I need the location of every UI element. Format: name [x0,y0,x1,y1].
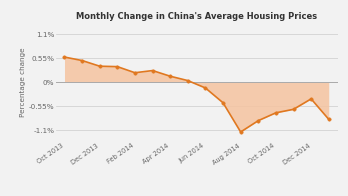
Title: Monthly Change in China's Average Housing Prices: Monthly Change in China's Average Housin… [76,12,317,21]
Y-axis label: Percentage change: Percentage change [20,47,26,117]
